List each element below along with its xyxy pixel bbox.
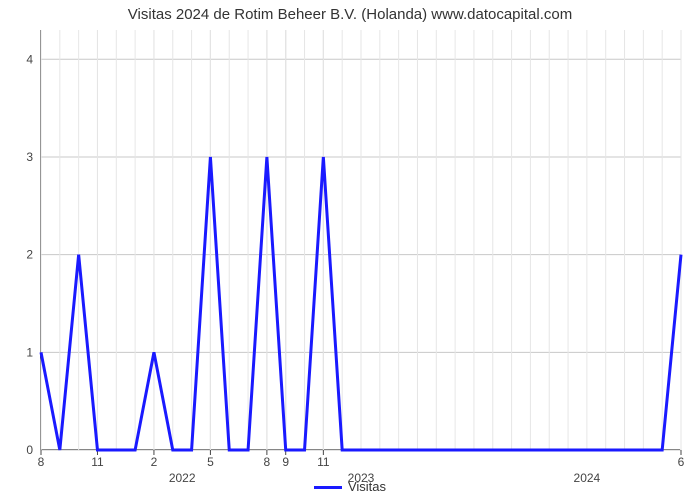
svg-text:2: 2 [151,455,158,469]
svg-text:5: 5 [207,455,214,469]
svg-text:1: 1 [26,345,33,359]
plot-area: 01234 8112589116 202220232024 [40,30,680,450]
svg-text:0: 0 [26,443,33,457]
svg-text:11: 11 [91,455,104,469]
legend-label: Visitas [348,479,386,494]
chart-title: Visitas 2024 de Rotim Beheer B.V. (Holan… [0,6,700,23]
svg-text:2: 2 [26,248,33,262]
legend: Visitas [0,479,700,494]
svg-text:9: 9 [282,455,289,469]
svg-text:8: 8 [264,455,271,469]
svg-text:6: 6 [678,455,685,469]
x-axis-ticks: 8112589116 [38,450,685,469]
chart-svg: 01234 8112589116 202220232024 [41,30,681,450]
svg-text:8: 8 [38,455,45,469]
gridlines-minor [41,30,681,450]
svg-text:3: 3 [26,150,33,164]
chart-container: Visitas 2024 de Rotim Beheer B.V. (Holan… [0,0,700,500]
svg-text:11: 11 [317,455,330,469]
y-axis-ticks: 0 1 2 3 4 [26,52,33,457]
legend-swatch [314,486,342,489]
svg-text:4: 4 [26,52,33,66]
